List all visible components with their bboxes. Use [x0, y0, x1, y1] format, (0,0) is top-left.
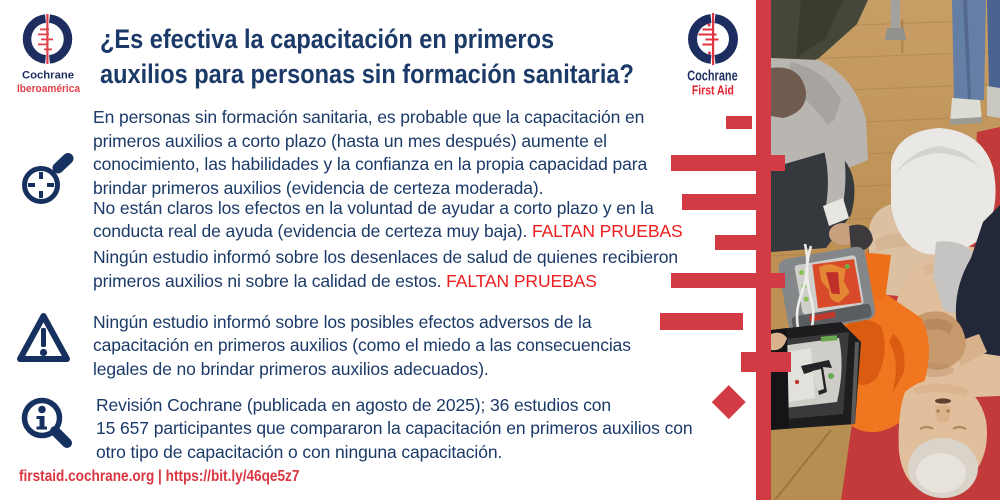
svg-text:Cochrane: Cochrane — [687, 69, 738, 85]
svg-text:First Aid: First Aid — [692, 82, 734, 97]
svg-text:Iberoamérica: Iberoamérica — [17, 83, 81, 95]
svg-text:Cochrane: Cochrane — [22, 70, 74, 82]
